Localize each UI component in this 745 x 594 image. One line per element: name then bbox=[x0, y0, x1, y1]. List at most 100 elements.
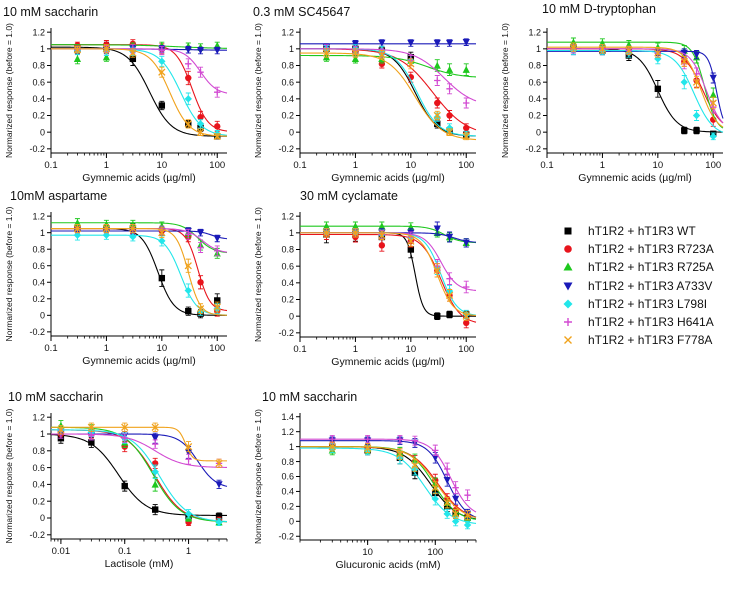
y-tick-label: -0.2 bbox=[278, 531, 294, 541]
series-F778A bbox=[300, 228, 477, 321]
data-point bbox=[433, 61, 441, 69]
y-tick-label: 0.2 bbox=[281, 295, 294, 305]
triangle-down-marker-icon bbox=[562, 280, 574, 292]
series-WT bbox=[300, 441, 477, 523]
y-tick-label: 1 bbox=[40, 44, 45, 54]
data-point bbox=[184, 442, 193, 451]
data-point bbox=[445, 128, 454, 136]
data-point bbox=[451, 510, 460, 518]
data-point bbox=[463, 124, 470, 132]
x-tick-label: 1 bbox=[353, 160, 358, 171]
data-point bbox=[184, 46, 192, 54]
y-tick-label: 0.8 bbox=[32, 446, 45, 456]
y-tick-label: 0 bbox=[40, 311, 45, 321]
data-point bbox=[184, 510, 193, 518]
x-axis-label: Gymnemic acids (µg/ml) bbox=[82, 355, 195, 367]
data-point bbox=[693, 127, 700, 134]
data-point bbox=[407, 237, 415, 245]
data-point bbox=[185, 74, 192, 82]
data-point bbox=[452, 484, 459, 491]
data-point bbox=[709, 74, 717, 82]
y-tick-label: 1 bbox=[40, 228, 45, 238]
x-tick-label: 100 bbox=[209, 343, 225, 354]
data-point bbox=[464, 491, 471, 499]
data-point bbox=[378, 51, 386, 59]
data-point bbox=[322, 229, 331, 237]
data-point bbox=[351, 222, 360, 230]
data-point bbox=[446, 311, 453, 318]
fit-curve bbox=[51, 426, 227, 462]
x-tick-label: 10 bbox=[406, 344, 417, 355]
data-point bbox=[433, 39, 441, 47]
data-point bbox=[433, 111, 441, 120]
fit-curve bbox=[51, 433, 228, 468]
y-tick-label: 1 bbox=[289, 44, 294, 54]
legend-label: hT1R2 + hT1R3 R723A bbox=[588, 242, 714, 257]
data-point bbox=[654, 49, 662, 57]
fit-curve bbox=[50, 429, 228, 523]
fit-curve bbox=[51, 429, 228, 523]
data-point bbox=[432, 447, 439, 454]
data-point bbox=[73, 55, 82, 63]
data-point bbox=[196, 128, 205, 136]
fit-curve bbox=[547, 46, 724, 128]
data-point bbox=[121, 423, 129, 431]
data-point bbox=[709, 132, 717, 141]
series-H641A bbox=[300, 434, 477, 513]
data-point bbox=[129, 224, 137, 233]
x-axis-label: Glucuronic acids (mM) bbox=[335, 559, 440, 571]
data-point bbox=[598, 45, 607, 53]
fit-curve bbox=[300, 52, 477, 141]
data-point bbox=[451, 517, 460, 526]
data-point bbox=[184, 95, 192, 103]
legend-label: hT1R2 + hT1R3 WT bbox=[588, 224, 696, 239]
data-point bbox=[197, 244, 204, 251]
chart-panel: -0.2 0 0.2 0.4 0.6 0.8 1 1.2 0.1 1 10 100 Gymnemic a… bbox=[500, 2, 724, 184]
y-tick-label: 0 bbox=[40, 513, 45, 523]
data-point bbox=[443, 498, 451, 507]
triangle-up-marker-icon bbox=[562, 261, 574, 273]
series-F778A bbox=[51, 223, 228, 316]
data-point bbox=[328, 442, 336, 451]
data-point bbox=[452, 495, 460, 503]
x-tick-label: 1 bbox=[104, 343, 109, 354]
x-tick-label: 10 bbox=[362, 547, 373, 558]
data-point bbox=[215, 513, 223, 520]
data-point bbox=[102, 45, 111, 53]
data-point bbox=[73, 46, 82, 54]
data-point bbox=[407, 73, 415, 81]
x-tick-label: 1 bbox=[353, 344, 358, 355]
data-point bbox=[129, 49, 137, 57]
y-tick-label: 0 bbox=[40, 127, 45, 137]
data-point bbox=[102, 231, 111, 239]
x-tick-label: 1 bbox=[186, 546, 191, 557]
data-point bbox=[445, 291, 454, 299]
data-point bbox=[151, 468, 159, 476]
data-point bbox=[680, 78, 688, 86]
chart-title: 10 mM D-tryptophan bbox=[542, 2, 656, 16]
data-point bbox=[443, 510, 451, 518]
y-tick-label: 0.8 bbox=[281, 457, 294, 467]
chart-title: 0.3 mM SC45647 bbox=[253, 5, 350, 19]
data-point bbox=[378, 222, 386, 230]
data-point bbox=[158, 47, 166, 54]
chart-title: 10mM aspartame bbox=[10, 189, 107, 203]
data-point bbox=[196, 229, 205, 237]
legend-label: hT1R2 + hT1R3 A733V bbox=[588, 278, 713, 293]
y-tick-label: 0.6 bbox=[281, 472, 294, 482]
series-L798I bbox=[51, 425, 228, 527]
y-tick-label: 0.4 bbox=[528, 94, 541, 104]
legend: hT1R2 + hT1R3 WT hT1R2 + hT1R3 R723A hT1… bbox=[562, 222, 742, 349]
y-tick-label: 0.2 bbox=[528, 111, 541, 121]
fit-curve bbox=[50, 434, 228, 516]
y-tick-label: 1.2 bbox=[281, 27, 294, 37]
data-point bbox=[407, 246, 415, 253]
data-point bbox=[214, 247, 221, 255]
y-tick-label: 0.2 bbox=[32, 496, 45, 506]
data-point bbox=[185, 231, 192, 238]
data-point bbox=[378, 39, 386, 47]
data-point bbox=[215, 459, 223, 468]
y-tick-label: 1.2 bbox=[32, 412, 45, 422]
plus-marker-icon bbox=[562, 316, 574, 328]
data-point bbox=[322, 49, 331, 57]
